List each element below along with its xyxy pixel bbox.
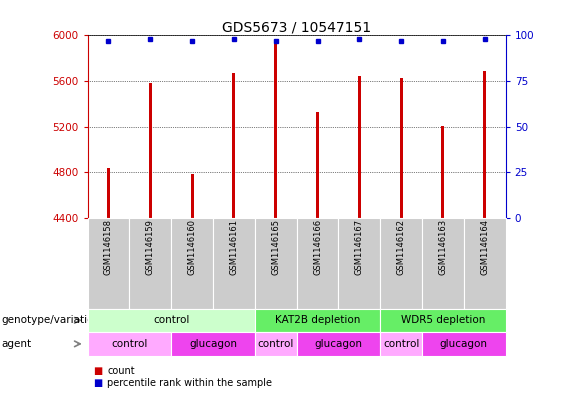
Text: control: control <box>258 339 294 349</box>
Text: GSM1146158: GSM1146158 <box>104 219 113 275</box>
Text: glucagon: glucagon <box>440 339 488 349</box>
Bar <box>483 71 486 218</box>
Text: KAT2B depletion: KAT2B depletion <box>275 315 360 325</box>
Bar <box>358 77 361 218</box>
Text: GSM1146160: GSM1146160 <box>188 219 197 275</box>
Title: GDS5673 / 10547151: GDS5673 / 10547151 <box>222 20 371 34</box>
Text: GSM1146166: GSM1146166 <box>313 219 322 275</box>
Text: WDR5 depletion: WDR5 depletion <box>401 315 485 325</box>
Text: ■: ■ <box>93 366 102 376</box>
Text: GSM1146159: GSM1146159 <box>146 219 155 275</box>
Text: GSM1146165: GSM1146165 <box>271 219 280 275</box>
Text: agent: agent <box>1 339 31 349</box>
Text: control: control <box>153 315 189 325</box>
Text: GSM1146162: GSM1146162 <box>397 219 406 275</box>
Text: control: control <box>111 339 147 349</box>
Text: ■: ■ <box>93 378 102 388</box>
Text: GSM1146161: GSM1146161 <box>229 219 238 275</box>
Text: count: count <box>107 366 135 376</box>
Bar <box>190 174 194 218</box>
Bar <box>441 126 445 218</box>
Text: GSM1146167: GSM1146167 <box>355 219 364 275</box>
Text: GSM1146163: GSM1146163 <box>438 219 447 275</box>
Bar <box>274 42 277 218</box>
Text: control: control <box>383 339 419 349</box>
Bar <box>107 168 110 218</box>
Text: glucagon: glucagon <box>315 339 362 349</box>
Bar <box>232 73 236 218</box>
Text: glucagon: glucagon <box>189 339 237 349</box>
Text: percentile rank within the sample: percentile rank within the sample <box>107 378 272 388</box>
Bar <box>399 78 403 218</box>
Bar <box>149 83 152 218</box>
Text: GSM1146164: GSM1146164 <box>480 219 489 275</box>
Text: genotype/variation: genotype/variation <box>1 315 100 325</box>
Bar <box>316 112 319 218</box>
